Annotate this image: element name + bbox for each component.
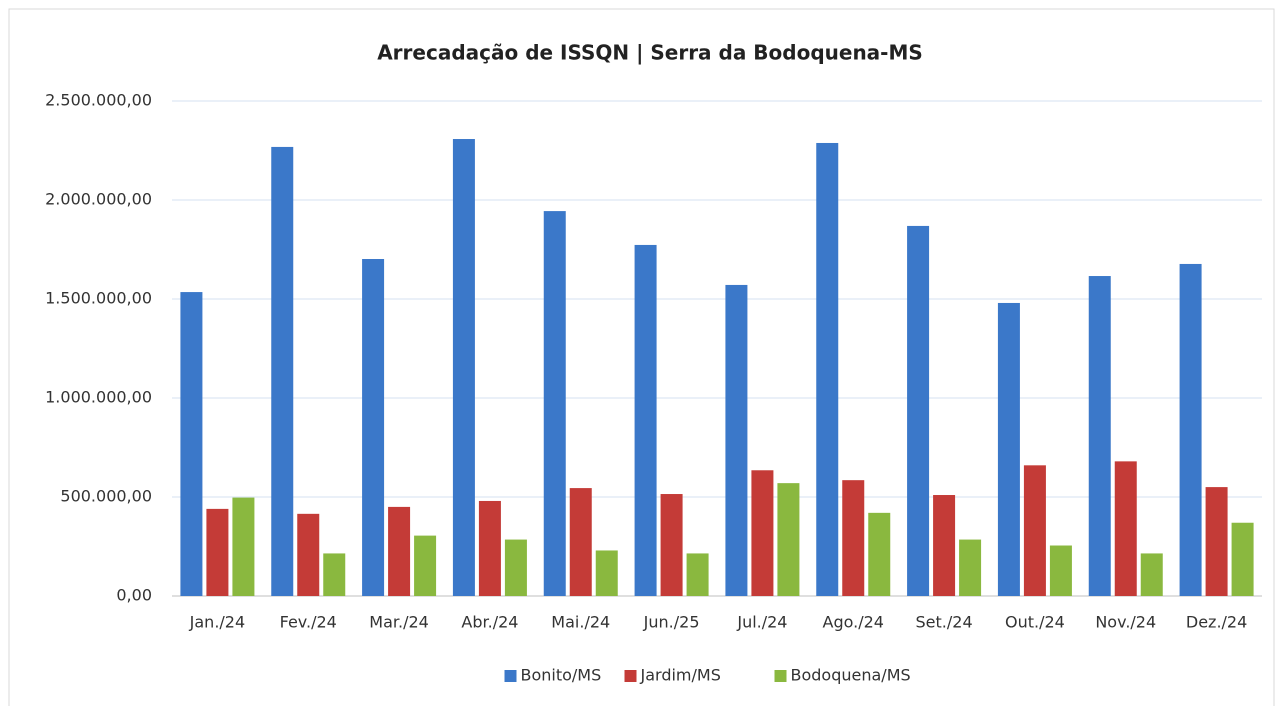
bar bbox=[323, 553, 346, 596]
legend-label: Jardim/MS bbox=[640, 666, 721, 685]
bar bbox=[206, 508, 229, 596]
bar bbox=[1179, 263, 1202, 596]
legend-swatch bbox=[504, 670, 517, 682]
x-tick-label: Abr./24 bbox=[461, 613, 518, 632]
legend-label: Bonito/MS bbox=[521, 666, 602, 685]
bar bbox=[1140, 553, 1163, 596]
bar bbox=[1049, 545, 1072, 596]
bar bbox=[504, 539, 527, 596]
bar bbox=[362, 259, 385, 596]
bar bbox=[686, 553, 709, 596]
bar bbox=[997, 302, 1020, 596]
x-tick-label: Jan./24 bbox=[189, 613, 246, 632]
bar bbox=[414, 535, 437, 596]
bar bbox=[452, 139, 475, 597]
x-tick-label: Jul./24 bbox=[736, 613, 787, 632]
bar bbox=[959, 539, 982, 596]
x-tick-label: Jun./25 bbox=[643, 613, 700, 632]
x-tick-label: Ago./24 bbox=[823, 613, 884, 632]
bar bbox=[543, 211, 566, 596]
x-tick-label: Dez./24 bbox=[1186, 613, 1247, 632]
bar bbox=[478, 500, 501, 596]
bar bbox=[297, 513, 320, 596]
bar bbox=[1205, 487, 1228, 596]
x-tick-label: Set./24 bbox=[916, 613, 973, 632]
bar bbox=[660, 494, 683, 596]
x-tick-label: Mar./24 bbox=[369, 613, 429, 632]
x-tick-label: Nov./24 bbox=[1095, 613, 1156, 632]
legend-label: Bodoquena/MS bbox=[791, 666, 911, 685]
y-tick-label: 1.000.000,00 bbox=[45, 388, 152, 407]
y-tick-label: 1.500.000,00 bbox=[45, 289, 152, 308]
y-tick-label: 0,00 bbox=[116, 586, 152, 605]
bar bbox=[569, 488, 592, 596]
x-tick-label: Mai./24 bbox=[551, 613, 610, 632]
bar bbox=[271, 146, 294, 596]
legend-swatch bbox=[774, 670, 787, 682]
bar bbox=[842, 480, 865, 596]
x-tick-label: Out./24 bbox=[1005, 613, 1065, 632]
chart-title: Arrecadação de ISSQN | Serra da Bodoquen… bbox=[377, 41, 923, 65]
bar bbox=[816, 142, 839, 596]
bar bbox=[595, 550, 618, 596]
bar bbox=[634, 244, 657, 597]
bar bbox=[180, 292, 203, 596]
y-tick-label: 500.000,00 bbox=[60, 487, 152, 506]
bar bbox=[1088, 276, 1111, 596]
bar bbox=[933, 495, 956, 596]
legend-swatch bbox=[624, 670, 637, 682]
bar bbox=[388, 506, 411, 596]
bar bbox=[1114, 461, 1137, 596]
bar bbox=[777, 483, 800, 596]
bar bbox=[725, 284, 748, 596]
bar bbox=[1231, 522, 1254, 596]
x-tick-label: Fev./24 bbox=[280, 613, 337, 632]
bar bbox=[232, 497, 255, 596]
y-tick-label: 2.500.000,00 bbox=[45, 91, 152, 110]
bar bbox=[907, 225, 930, 597]
y-tick-label: 2.000.000,00 bbox=[45, 190, 152, 209]
bar bbox=[751, 470, 774, 596]
bar bbox=[868, 512, 891, 596]
bar bbox=[1023, 465, 1046, 596]
